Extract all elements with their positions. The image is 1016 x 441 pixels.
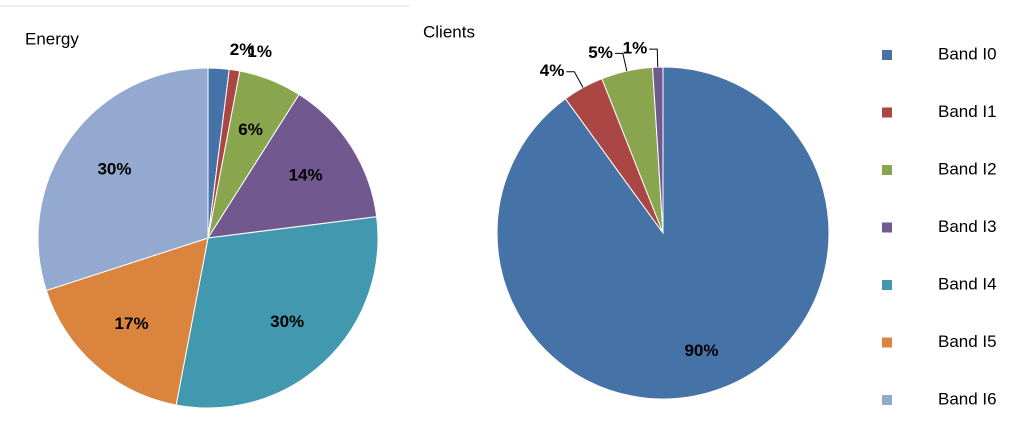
legend-label: Band I6 <box>938 389 997 408</box>
legend-label: Band I1 <box>938 102 997 121</box>
leader-line <box>614 52 628 72</box>
data-label: 4% <box>540 61 565 80</box>
data-label: 5% <box>588 43 613 62</box>
data-label: 6% <box>238 120 263 139</box>
legend-label: Band I5 <box>938 332 997 351</box>
legend-label: Band I4 <box>938 274 997 293</box>
pie-slice <box>37 67 209 292</box>
data-label: 17% <box>115 314 149 333</box>
leader-line <box>649 48 659 68</box>
chart-title: Clients <box>423 22 475 41</box>
data-label: 30% <box>270 312 304 331</box>
legend-swatch <box>882 280 892 290</box>
leader-line <box>566 71 584 88</box>
chart-title: Energy <box>25 29 79 48</box>
pie-slice <box>652 66 664 234</box>
legend-swatch <box>882 395 892 405</box>
legend-swatch <box>882 50 892 60</box>
data-label: 90% <box>684 341 718 360</box>
data-label: 1% <box>623 39 648 58</box>
legend-swatch <box>882 107 892 118</box>
pie-slice <box>175 216 379 409</box>
legend-label: Band I3 <box>938 217 997 236</box>
legend-swatch <box>882 222 892 233</box>
data-label: 2% <box>230 40 255 59</box>
legend-swatch <box>882 165 892 175</box>
pie-slice <box>45 237 209 406</box>
legend-label: Band I0 <box>938 44 997 63</box>
data-label: 1% <box>247 42 272 61</box>
data-label: 30% <box>97 160 131 179</box>
data-label: 14% <box>289 166 323 185</box>
legend-label: Band I2 <box>938 159 997 178</box>
pie-slice <box>207 93 378 239</box>
legend-swatch <box>882 337 892 348</box>
